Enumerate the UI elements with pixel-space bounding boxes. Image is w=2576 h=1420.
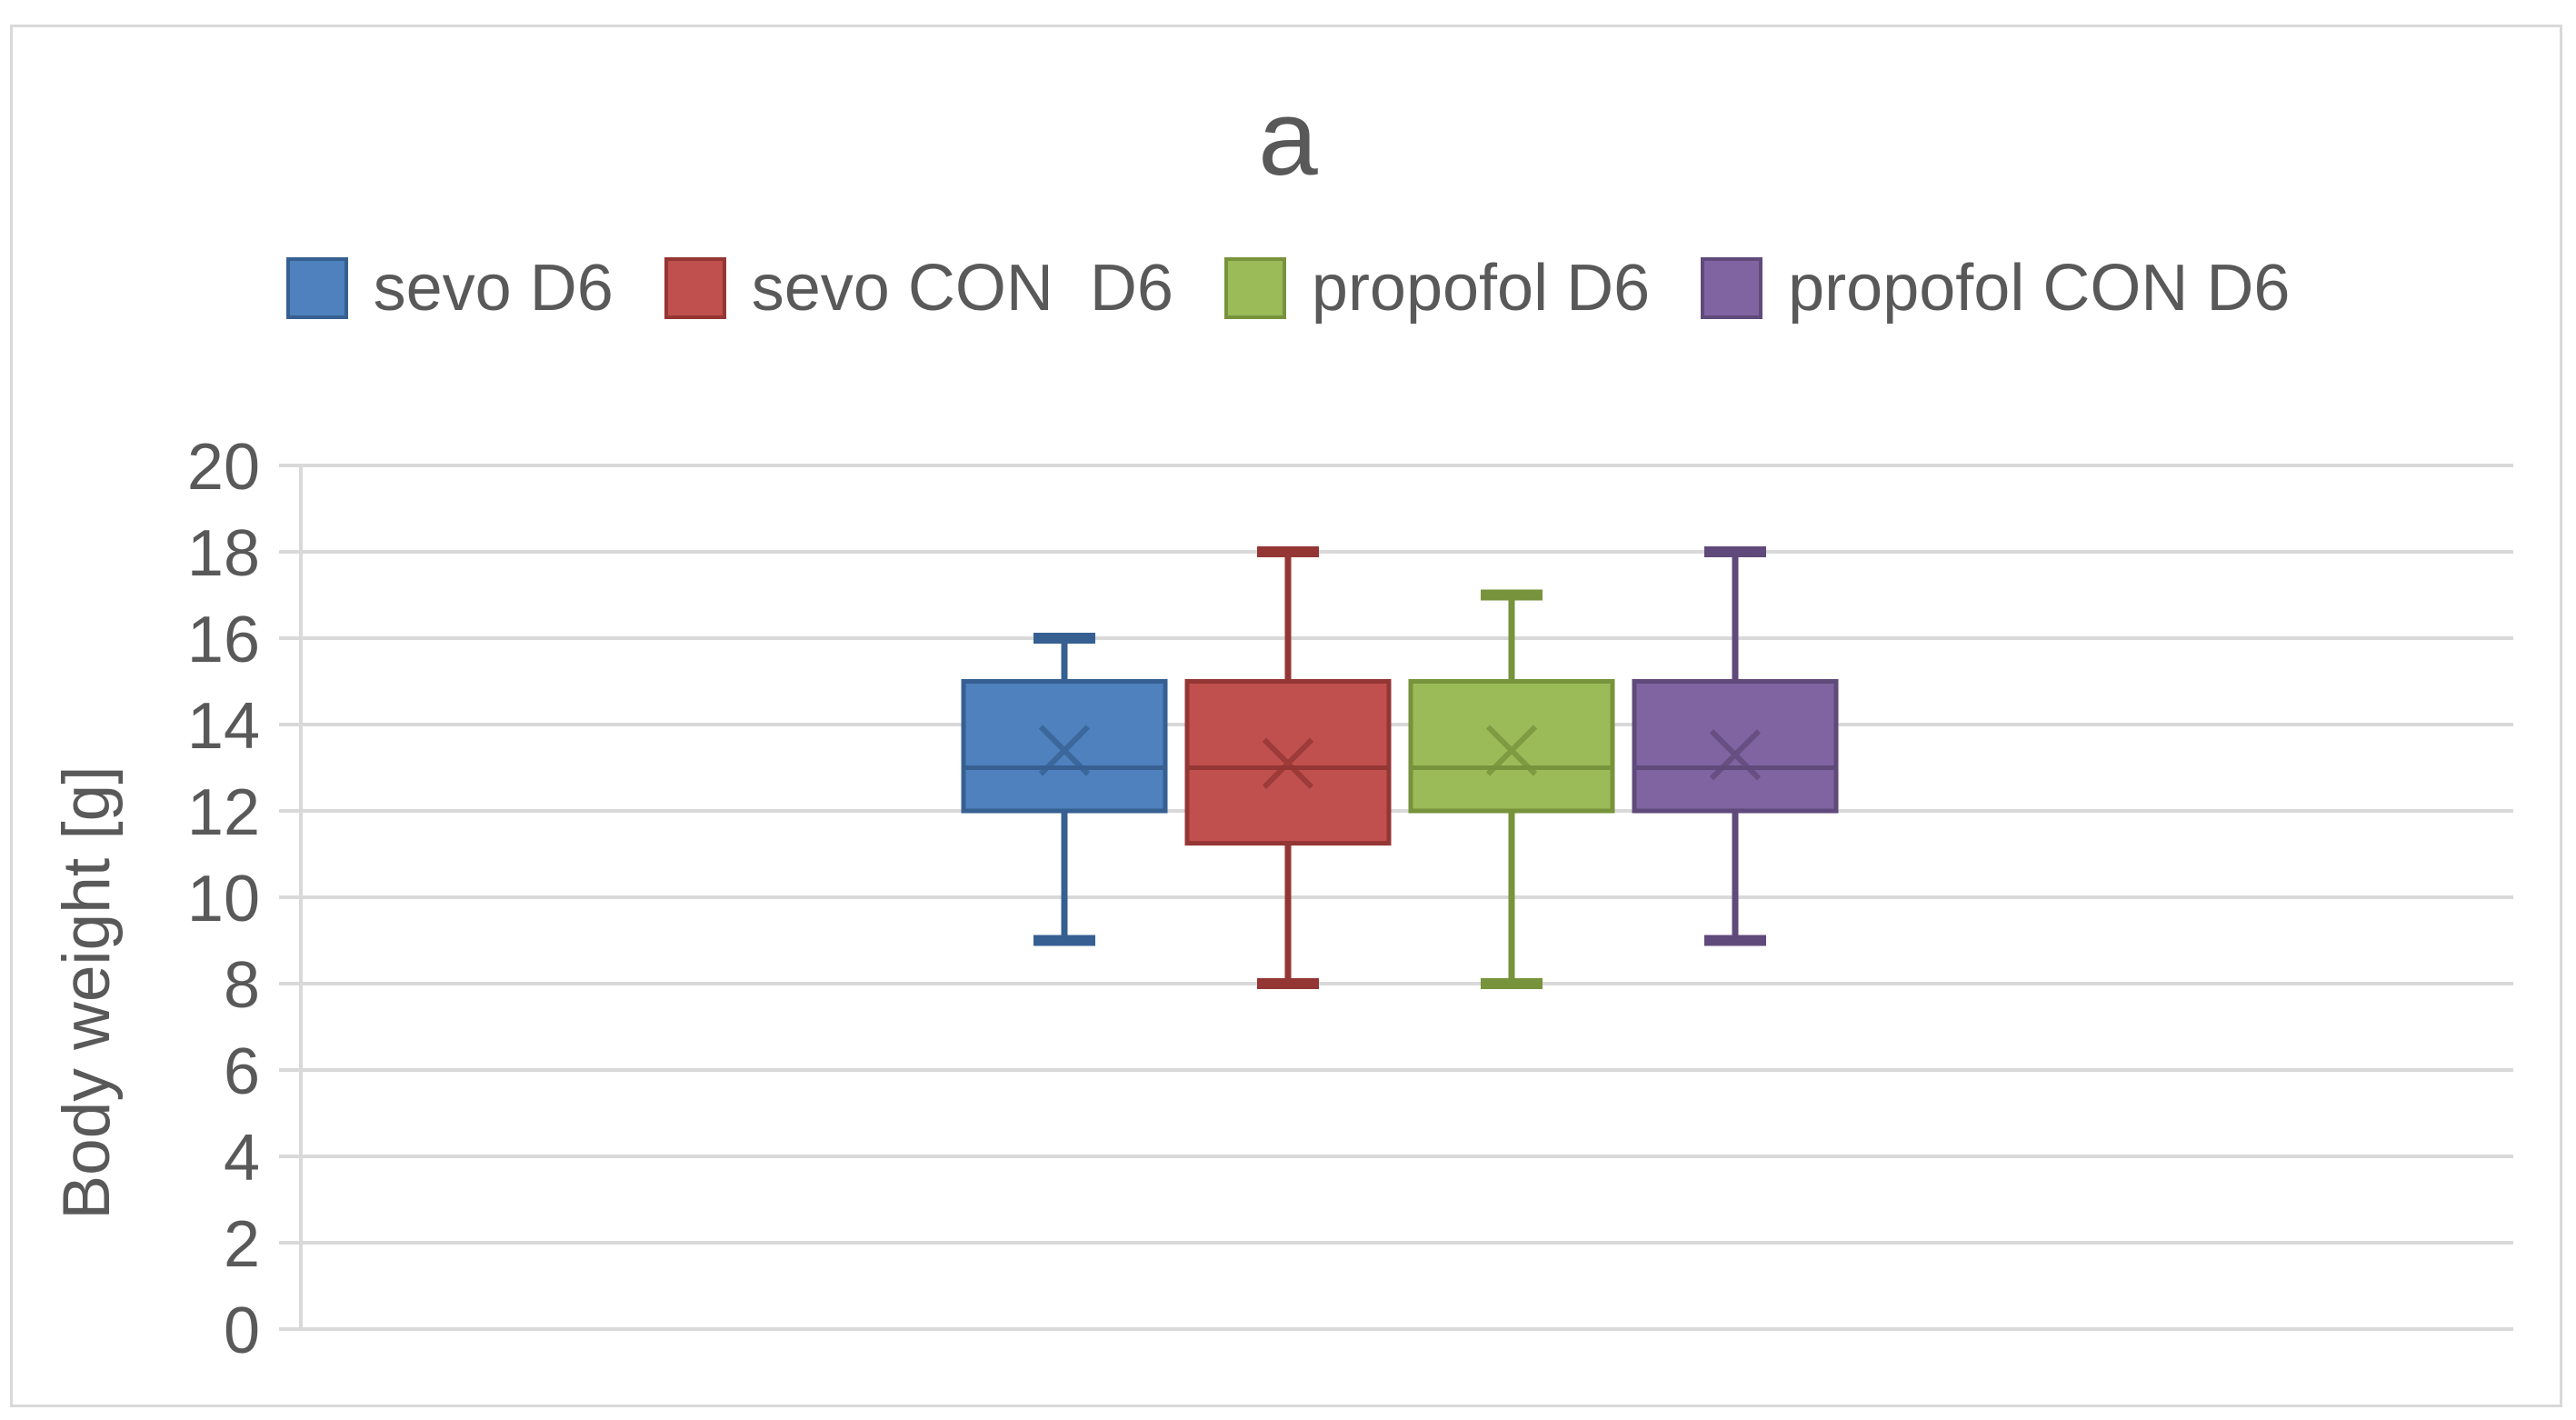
mean-x-marker-propofol-d6 bbox=[1485, 725, 1538, 776]
y-tick-label-4: 4 bbox=[224, 1122, 260, 1195]
mean-x-marker-propofol-con-d6 bbox=[1709, 729, 1762, 781]
y-axis-title: Body weight [g] bbox=[50, 765, 124, 1219]
legend: sevo D6 sevo CON D6 propofol D6 propofol CO… bbox=[0, 255, 2576, 321]
legend-swatch-sevo-d6 bbox=[285, 257, 348, 319]
legend-item-sevo-d6: sevo D6 bbox=[285, 252, 614, 325]
box-propofol-d6 bbox=[1408, 679, 1615, 814]
legend-label-sevo-d6: sevo D6 bbox=[373, 252, 614, 325]
chart-title: a bbox=[1258, 78, 1318, 198]
y-tick-label-20: 20 bbox=[187, 431, 260, 504]
legend-item-propofol-d6: propofol D6 bbox=[1223, 252, 1651, 325]
legend-label-propofol-d6: propofol D6 bbox=[1311, 252, 1651, 325]
y-tick-label-2: 2 bbox=[224, 1208, 260, 1281]
y-tick-label-12: 12 bbox=[187, 776, 260, 849]
y-tick-label-14: 14 bbox=[187, 690, 260, 763]
legend-item-sevo-con-d6: sevo CON D6 bbox=[664, 255, 1173, 321]
box-sevo-d6 bbox=[961, 679, 1168, 814]
legend-swatch-propofol-con-d6 bbox=[1701, 257, 1763, 319]
mean-x-marker-sevo-d6 bbox=[1038, 725, 1091, 776]
legend-swatch-propofol-d6 bbox=[1223, 257, 1286, 319]
mean-x-marker-sevo-con-d6 bbox=[1262, 737, 1314, 789]
y-tick-label-10: 10 bbox=[187, 863, 260, 935]
y-tick-label-16: 16 bbox=[187, 604, 260, 676]
box-propofol-con-d6 bbox=[1632, 679, 1839, 814]
y-tick-label-0: 0 bbox=[224, 1295, 260, 1367]
y-tick-label-6: 6 bbox=[224, 1035, 260, 1108]
legend-item-propofol-con-d6: propofol CON D6 bbox=[1701, 255, 2290, 321]
legend-label-propofol-con-d6: propofol CON D6 bbox=[1788, 252, 2291, 325]
legend-swatch-sevo-con-d6 bbox=[664, 257, 726, 319]
y-tick-label-8: 8 bbox=[224, 949, 260, 1022]
legend-label-sevo-con-d6: sevo CON D6 bbox=[751, 252, 1173, 325]
y-tick-label-18: 18 bbox=[187, 517, 260, 590]
